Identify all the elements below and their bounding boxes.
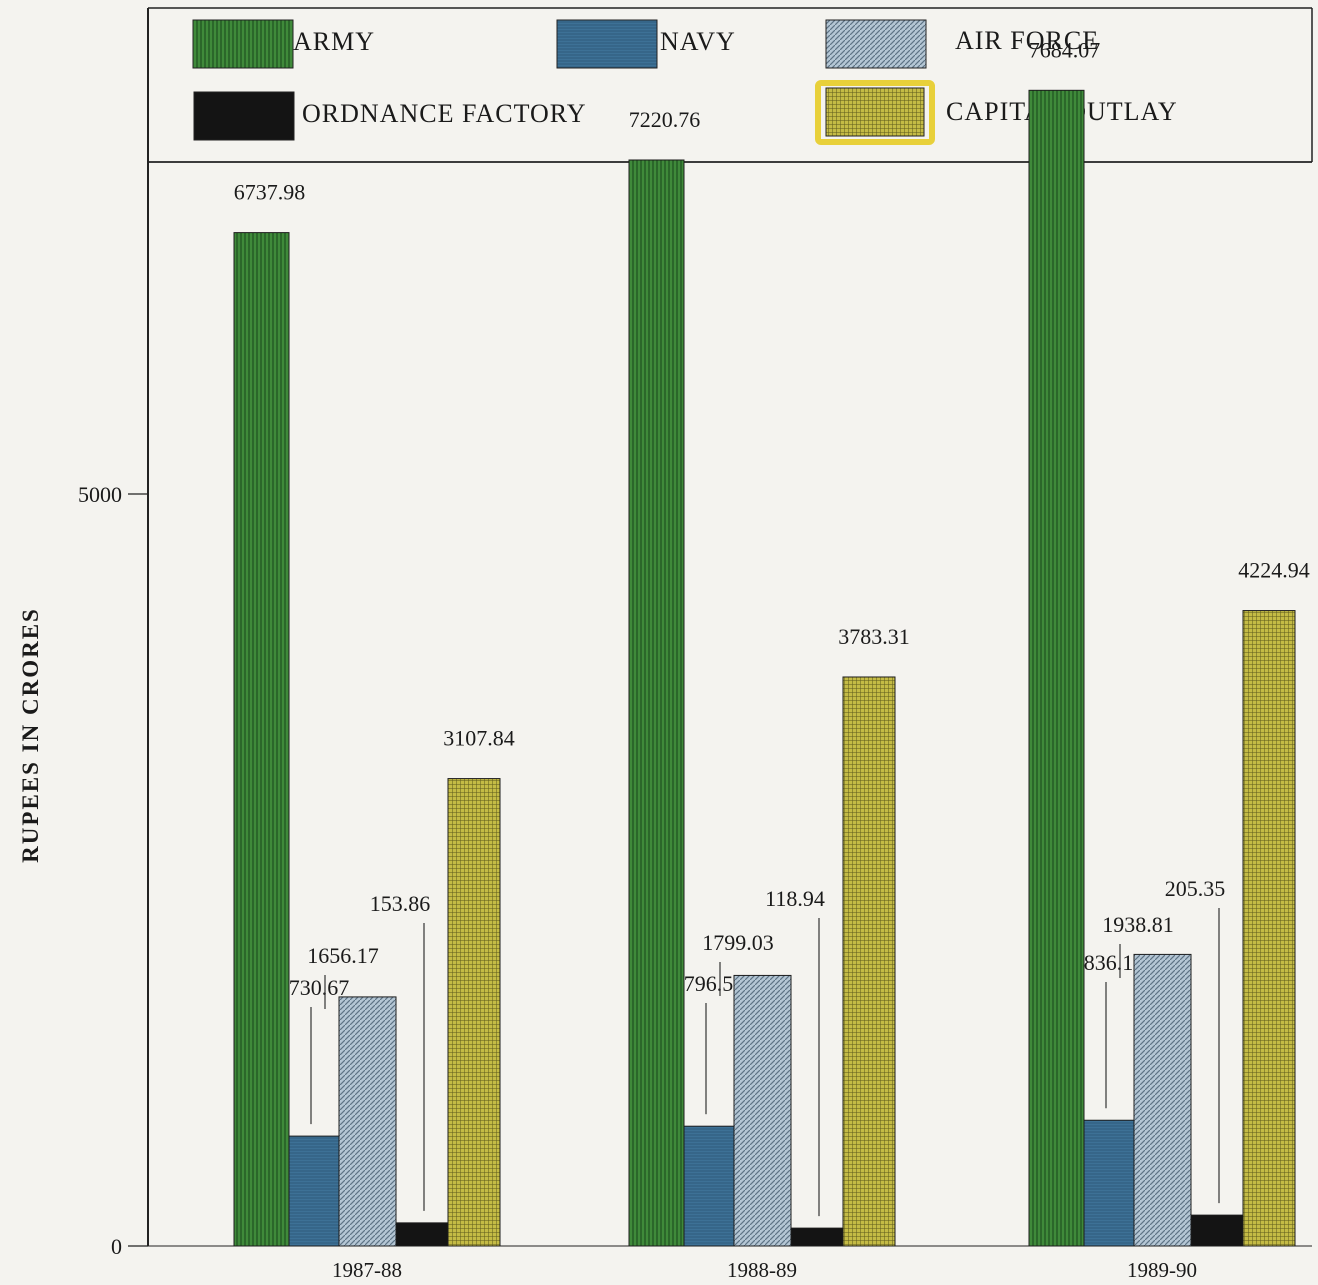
bar — [1190, 1214, 1244, 1247]
legend-swatch — [193, 91, 295, 141]
bar — [1133, 953, 1192, 1247]
data-label: 1938.81 — [1102, 912, 1174, 937]
x-axis-ticks: 1987-88 1988-89 1989-90 — [332, 1258, 1197, 1282]
bars-group: 6737.98 730.67 1656.17 153.86 3107.84 7220.76… — [233, 37, 1310, 1247]
bar — [733, 974, 792, 1247]
bar — [842, 676, 896, 1247]
x-tick-label: 1988-89 — [727, 1258, 797, 1282]
bar — [233, 232, 290, 1247]
legend-item: AIR FORCE — [825, 19, 1099, 69]
legend-item: CAPITAL OUTLAY — [815, 80, 1177, 145]
data-label: 205.35 — [1165, 876, 1226, 901]
data-label: 118.94 — [765, 886, 825, 911]
bar — [288, 1135, 340, 1247]
y-axis-label: RUPEES IN CRORES — [18, 607, 43, 863]
bar-group-1987-88: 6737.98 730.67 1656.17 153.86 3107.84 — [233, 180, 515, 1247]
bar — [790, 1227, 844, 1247]
bar — [628, 159, 685, 1247]
data-label: 4224.94 — [1238, 558, 1310, 583]
data-label: 1656.17 — [307, 943, 379, 968]
data-label: 153.86 — [370, 891, 431, 916]
legend-swatch — [825, 87, 925, 137]
data-label: 730.67 — [289, 975, 350, 1000]
legend-label: AIR FORCE — [955, 26, 1099, 55]
legend-item: NAVY — [556, 19, 736, 69]
y-axis: 0 5000 — [78, 482, 148, 1259]
legend-item: ARMY — [192, 19, 375, 69]
data-label: 7684.07 — [1029, 37, 1101, 62]
legend-label: NAVY — [660, 27, 736, 56]
data-label: 6737.98 — [234, 180, 306, 205]
y-tick-label: 5000 — [78, 482, 122, 507]
data-label: 1799.03 — [702, 930, 774, 955]
legend-swatch — [556, 19, 658, 69]
bar — [447, 778, 501, 1247]
bar — [338, 996, 397, 1247]
legend-swatch-highlight — [815, 80, 935, 145]
legend-item: ORDNANCE FACTORY — [193, 91, 586, 141]
bar — [1083, 1119, 1135, 1247]
bar — [683, 1125, 735, 1247]
data-label: 3107.84 — [443, 726, 515, 751]
bar — [1242, 610, 1296, 1247]
x-tick-label: 1989-90 — [1127, 1258, 1197, 1282]
y-tick-label: 0 — [111, 1234, 122, 1259]
data-label: 3783.31 — [838, 624, 910, 649]
legend-label: ARMY — [293, 27, 375, 56]
bar — [1028, 89, 1085, 1247]
bar — [395, 1222, 449, 1247]
legend-swatch — [825, 19, 927, 69]
legend-label: ORDNANCE FACTORY — [302, 99, 586, 128]
data-label: 7220.76 — [629, 107, 701, 132]
legend-swatch — [192, 19, 294, 69]
x-tick-label: 1987-88 — [332, 1258, 402, 1282]
